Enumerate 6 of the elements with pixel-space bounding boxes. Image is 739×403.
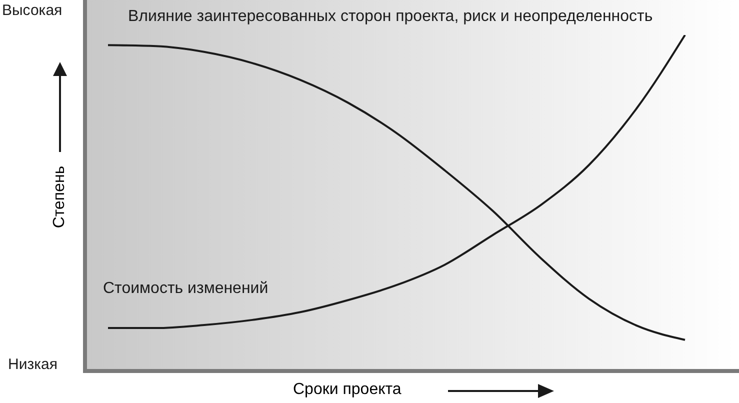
series-label: Стоимость изменений (103, 280, 268, 298)
text: Высокая (2, 2, 62, 19)
y-axis-title: Степень (51, 166, 69, 228)
x-axis-title: Сроки проекта (293, 381, 402, 399)
series-label: Влияние заинтересованных сторон проекта, риск и неопределенность (128, 8, 653, 26)
text: Низкая (8, 356, 58, 373)
